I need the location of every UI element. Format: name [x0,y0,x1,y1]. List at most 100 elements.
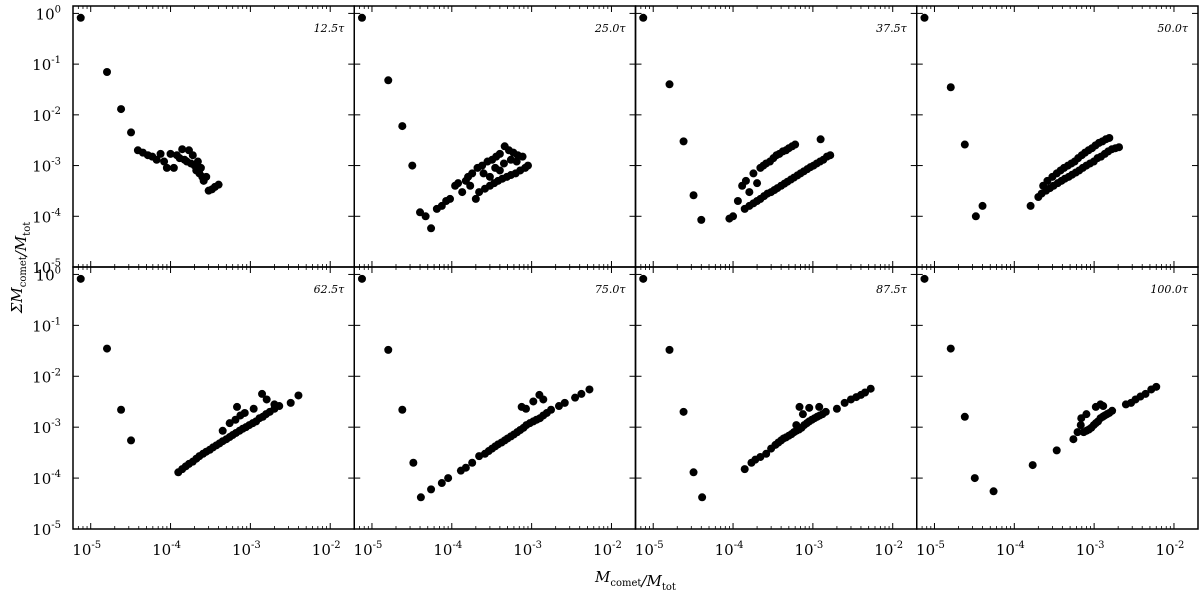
data-point [409,458,418,467]
data-point [792,421,801,430]
panel-3: 37.5τ [634,5,918,268]
panel-time-label: 75.0τ [595,283,626,296]
data-point [729,212,738,221]
data-point [861,388,870,397]
data-point [946,83,955,92]
panel-8: 100.0τ 10-5 10-4 10-3 10-2 [916,266,1199,559]
data-point [1141,389,1150,398]
x-tick-label: 10-4 [152,540,181,559]
data-point [416,208,425,217]
panel-7: 87.5τ 10-5 10-4 10-3 10-2 [634,266,918,559]
panel-frame [634,5,918,268]
panel-frame [634,266,918,530]
data-point [521,404,530,413]
data-point [826,151,835,160]
data-point [258,389,267,398]
data-point [970,474,979,483]
data-point [188,151,197,160]
data-point [117,405,126,414]
data-point [815,402,824,411]
x-tick-label: 10-5 [635,540,664,559]
y-tick-label: 10-5 [32,258,61,277]
data-point [920,274,929,283]
data-point [398,122,407,131]
panel-time-label: 12.5τ [314,22,345,35]
data-point [1105,133,1114,142]
data-point [427,485,436,494]
data-point [529,397,538,406]
data-point [446,194,455,203]
x-tick-label: 10-2 [874,540,903,559]
y-tick-label: 10-2 [32,106,61,125]
panel-2: 25.0τ [353,5,637,268]
data-point [1082,410,1091,419]
data-point [679,407,688,416]
data-point [523,161,532,170]
x-tick-label: 10-4 [433,540,462,559]
data-point [262,395,271,404]
y-tick-label: 100 [36,4,61,23]
data-point [639,274,648,283]
data-point [458,188,467,197]
data-point [270,400,279,409]
data-point [193,157,202,166]
data-point [816,135,825,144]
x-tick-label: 10-4 [715,540,744,559]
data-point [1076,421,1085,430]
data-point [468,458,477,467]
data-point [495,149,504,158]
data-point [1115,143,1124,152]
data-point [1052,446,1061,455]
data-point [225,419,234,428]
data-point [214,180,223,189]
data-point [427,224,436,233]
data-point [821,407,830,416]
data-point [741,176,750,185]
data-point [169,163,178,172]
data-point [679,137,688,146]
data-point [416,493,425,502]
panel-time-label: 37.5τ [876,22,907,35]
data-point [202,172,211,181]
y-tick-label: 10-1 [32,55,61,74]
data-point [1026,201,1035,210]
x-tick-label: 10-4 [996,540,1025,559]
data-point [577,389,586,398]
data-point [384,345,393,354]
x-tick-label: 10-3 [513,540,542,559]
panel-4: 50.0τ [916,5,1199,268]
data-point [960,140,969,149]
x-tick-label: 10-2 [593,540,622,559]
data-point [286,398,295,407]
data-point [444,474,453,483]
x-tick-label: 10-5 [72,540,101,559]
data-point [437,479,446,488]
data-point [1108,406,1117,415]
data-point [866,384,875,393]
data-point [689,191,698,200]
data-point [832,404,841,413]
data-point [795,402,804,411]
data-point [408,161,417,170]
data-point [639,13,648,22]
data-point [233,402,242,411]
y-tick-label: 10-3 [32,157,61,176]
data-point [485,172,494,181]
x-tick-label: 10-3 [232,540,261,559]
data-point [585,385,594,394]
data-point [1099,402,1108,411]
data-point [698,493,707,502]
data-point [840,398,849,407]
y-axis-label-text: ΣMcomet/Mtot [8,222,33,315]
data-point [697,215,706,224]
data-point [475,188,484,197]
panel-time-label: 87.5τ [876,283,907,296]
data-point [753,179,762,188]
panel-frame [353,266,637,530]
data-point [178,145,187,154]
data-point [160,157,169,166]
panel-1: 12.5τ 10-5 10-4 10-3 10-2 10-1 100 [32,4,355,277]
panel-6: 75.0τ 10-5 10-4 10-3 10-2 [353,266,637,559]
data-point [240,408,249,417]
panel-time-label: 100.0τ [1150,283,1188,296]
